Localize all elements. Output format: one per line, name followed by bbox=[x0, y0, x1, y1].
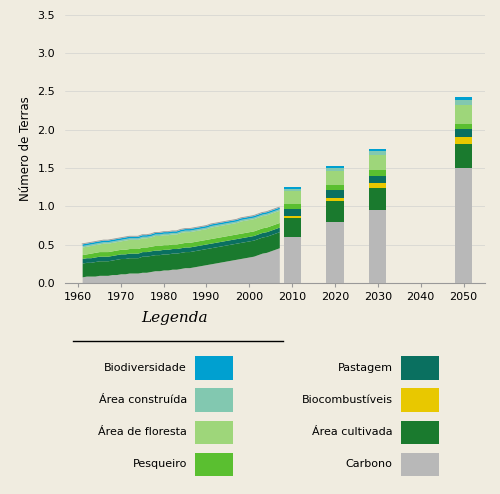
Text: Área construída: Área construída bbox=[98, 395, 187, 405]
Bar bbox=[284, 237, 300, 283]
Bar bbox=[455, 168, 472, 283]
Bar bbox=[370, 155, 386, 170]
Bar bbox=[370, 210, 386, 283]
Bar bbox=[370, 170, 386, 176]
Text: Biocombustíveis: Biocombustíveis bbox=[302, 395, 392, 405]
Bar bbox=[284, 218, 300, 237]
Bar bbox=[326, 190, 344, 198]
Bar bbox=[284, 209, 300, 216]
Bar bbox=[370, 176, 386, 183]
Bar bbox=[401, 356, 439, 379]
Text: Área de floresta: Área de floresta bbox=[98, 427, 187, 437]
Bar bbox=[326, 185, 344, 190]
Bar bbox=[455, 129, 472, 137]
Bar bbox=[455, 97, 472, 100]
Bar bbox=[326, 166, 344, 168]
Bar bbox=[326, 171, 344, 185]
Bar bbox=[370, 188, 386, 210]
Y-axis label: Número de Terras: Número de Terras bbox=[19, 96, 32, 201]
Bar bbox=[370, 183, 386, 188]
Bar bbox=[370, 149, 386, 151]
Bar bbox=[326, 168, 344, 171]
Bar bbox=[401, 388, 439, 412]
Text: Carbono: Carbono bbox=[346, 459, 393, 469]
Bar bbox=[195, 356, 233, 379]
Bar bbox=[401, 421, 439, 444]
Text: Área cultivada: Área cultivada bbox=[312, 427, 392, 437]
Text: Pesqueiro: Pesqueiro bbox=[132, 459, 187, 469]
Bar bbox=[284, 191, 300, 204]
Bar bbox=[455, 124, 472, 129]
Bar bbox=[284, 189, 300, 191]
Bar bbox=[455, 144, 472, 168]
Bar bbox=[326, 201, 344, 222]
Bar bbox=[370, 151, 386, 155]
Text: Biodiversidade: Biodiversidade bbox=[104, 363, 187, 373]
Bar bbox=[401, 453, 439, 476]
Bar bbox=[455, 105, 472, 124]
Bar bbox=[195, 453, 233, 476]
Bar bbox=[195, 388, 233, 412]
Bar bbox=[284, 187, 300, 189]
Bar bbox=[284, 216, 300, 218]
Text: Legenda: Legenda bbox=[141, 311, 208, 325]
Bar bbox=[455, 137, 472, 144]
Bar bbox=[455, 100, 472, 105]
Bar bbox=[284, 204, 300, 209]
Bar bbox=[326, 198, 344, 201]
Bar bbox=[326, 222, 344, 283]
Bar bbox=[195, 421, 233, 444]
Text: Pastagem: Pastagem bbox=[338, 363, 392, 373]
